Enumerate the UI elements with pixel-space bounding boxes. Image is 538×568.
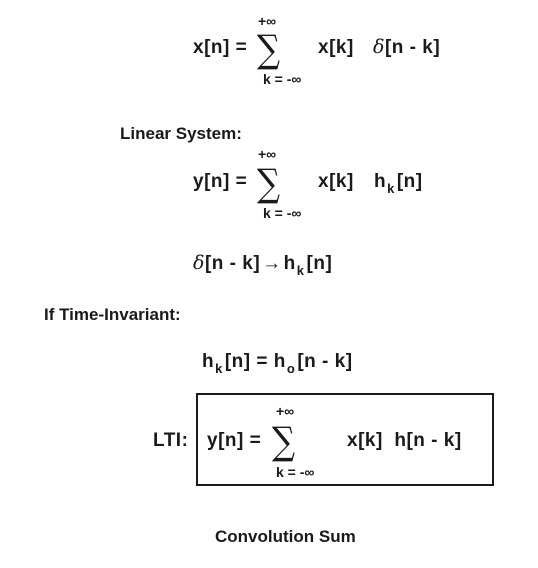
eq4-h-k: h [202, 351, 215, 372]
eq1-lower-limit: k = -∞ [263, 71, 302, 87]
label-linear-system: Linear System: [120, 124, 242, 143]
eq3-h-subscript: k [296, 263, 305, 278]
convolution-sum-box [196, 393, 494, 486]
eq3-delta-arg: [n - k] [204, 253, 261, 274]
eq2-lhs: y[n] = [193, 171, 248, 192]
eq1-delta-arg: [n - k] [384, 37, 441, 58]
eq2-term-xk: x[k] [318, 171, 354, 192]
arrow-icon: → [262, 253, 282, 274]
eq2-term-hk: hk [n] [374, 171, 423, 195]
eq2-sigma-symbol: ∑ [257, 161, 281, 205]
delta-symbol: δ [193, 252, 205, 274]
eq2-h-arg: [n] [396, 171, 423, 192]
eq1-term-delta: δ[n - k] [373, 36, 441, 58]
eq5-sigma-symbol: ∑ [272, 419, 296, 463]
eq1-lhs: x[n] = [193, 37, 248, 58]
eq3-h: h [283, 253, 296, 274]
eq4-h-k-subscript: k [215, 361, 223, 376]
caption-convolution-sum: Convolution Sum [215, 527, 356, 546]
eq4-equals-h: [n] = h [224, 351, 286, 372]
lti-label: LTI: [153, 430, 189, 451]
eq2-lower-limit: k = -∞ [263, 205, 302, 221]
eq2-h: h [374, 171, 387, 192]
eq5-lower-limit: k = -∞ [276, 464, 315, 480]
eq1-sigma-symbol: ∑ [257, 27, 281, 71]
eq1-term-xk: x[k] [318, 37, 354, 58]
eq3-mapping: δ[n - k] → hk [n] [193, 252, 333, 278]
eq4-h-o-subscript: o [286, 361, 296, 376]
eq4-rhs-arg: [n - k] [297, 351, 353, 372]
eq5-upper-limit: +∞ [276, 403, 295, 419]
eq2-upper-limit: +∞ [258, 146, 277, 162]
eq2-h-subscript: k [387, 181, 395, 196]
eq5-term: x[k] h[n - k] [347, 430, 462, 451]
eq1-upper-limit: +∞ [258, 13, 277, 29]
delta-symbol: δ [373, 36, 385, 58]
label-time-invariant: If Time-Invariant: [44, 305, 181, 324]
eq4-time-invariance: hk [n] = ho [n - k] [202, 351, 353, 375]
eq5-lhs: y[n] = [207, 430, 262, 451]
eq3-h-arg: [n] [306, 253, 333, 274]
